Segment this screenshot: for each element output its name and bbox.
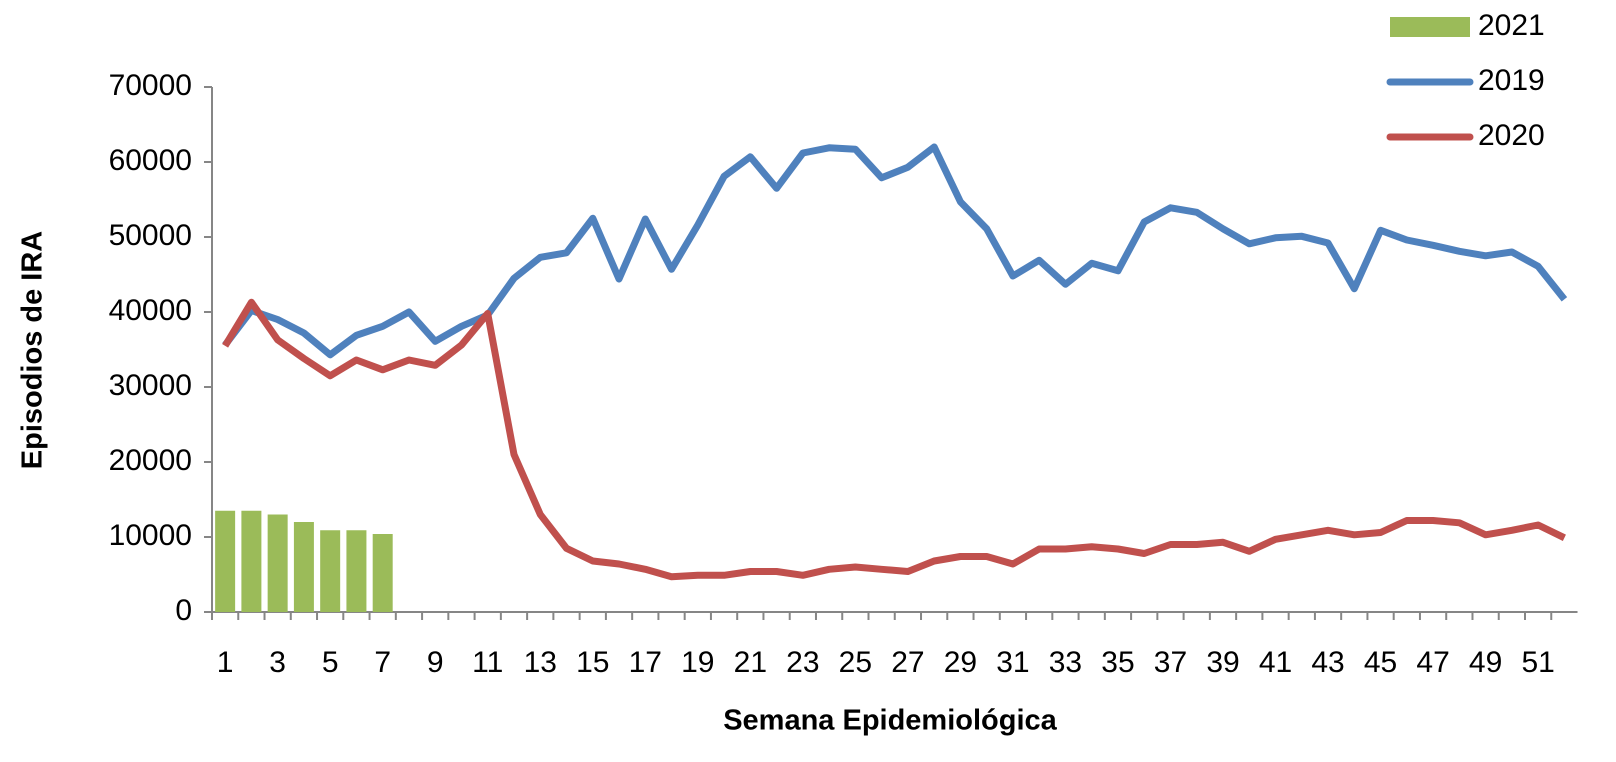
x-tick-label: 41 — [1259, 646, 1292, 679]
x-tick-label: 45 — [1364, 646, 1397, 679]
x-tick-label: 37 — [1154, 646, 1187, 679]
y-tick-label: 40000 — [109, 294, 192, 327]
legend-swatch — [1390, 17, 1470, 37]
x-tick-label: 3 — [269, 646, 286, 679]
x-tick-label: 25 — [839, 646, 872, 679]
x-tick-label: 19 — [681, 646, 714, 679]
bar — [241, 510, 262, 612]
x-tick-label: 47 — [1416, 646, 1449, 679]
x-axis-title: Semana Epidemiológica — [723, 705, 1057, 737]
y-tick-label: 0 — [175, 594, 192, 627]
x-tick-label: 9 — [427, 646, 444, 679]
x-tick-label: 35 — [1101, 646, 1134, 679]
y-tick-label: 50000 — [109, 219, 192, 252]
x-tick-label: 33 — [1049, 646, 1082, 679]
y-axis-title: Episodios de IRA — [17, 231, 49, 470]
x-tick-label: 31 — [996, 646, 1029, 679]
x-tick-label: 39 — [1206, 646, 1239, 679]
bar — [267, 514, 288, 612]
x-tick-label: 29 — [944, 646, 977, 679]
x-tick-label: 49 — [1469, 646, 1502, 679]
x-tick-label: 13 — [524, 646, 557, 679]
line — [222, 143, 1568, 359]
legend-label: 2021 — [1478, 9, 1545, 42]
y-tick-label: 60000 — [109, 144, 192, 177]
x-tick-label: 5 — [322, 646, 339, 679]
x-tick-label: 23 — [786, 646, 819, 679]
bar — [372, 534, 393, 612]
x-tick-label: 43 — [1311, 646, 1344, 679]
bar — [215, 510, 236, 612]
y-tick-label: 70000 — [109, 69, 192, 102]
x-tick-label: 15 — [576, 646, 609, 679]
x-tick-label: 1 — [217, 646, 234, 679]
x-tick-label: 51 — [1521, 646, 1554, 679]
legend-label: 2020 — [1478, 119, 1545, 152]
y-tick-label: 10000 — [109, 519, 192, 552]
bar — [346, 530, 367, 612]
line — [222, 298, 1566, 581]
bar — [293, 522, 314, 612]
x-tick-label: 11 — [472, 646, 503, 679]
bar — [320, 530, 341, 612]
x-tick-label: 17 — [629, 646, 662, 679]
y-tick-label: 20000 — [109, 444, 192, 477]
y-tick-label: 30000 — [109, 369, 192, 402]
x-tick-label: 7 — [374, 646, 391, 679]
x-tick-label: 27 — [891, 646, 924, 679]
x-tick-label: 21 — [734, 646, 767, 679]
legend-label: 2019 — [1478, 64, 1545, 97]
